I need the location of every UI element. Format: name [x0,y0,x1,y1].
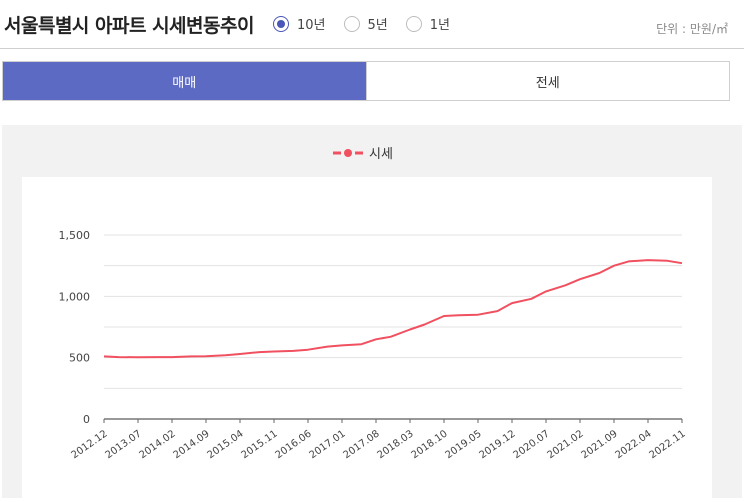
y-tick-label: 500 [69,352,90,365]
x-tick-label: 2021.09 [580,428,620,461]
x-tick-label: 2018.10 [410,428,450,461]
x-tick-label: 2014.09 [172,428,212,461]
page-title: 서울특별시 아파트 시세변동추이 [4,15,254,37]
period-option-label: 10년 [297,18,326,33]
tab-sale[interactable]: 매매 [3,62,366,100]
x-tick-label: 2016.06 [274,428,314,461]
y-axis-ticks: 0 500 1,000 1,500 [59,229,91,426]
x-tick-label: 2015.11 [240,428,280,461]
chart-area: 0 500 1,000 1,500 2012.12 2013.07 2014.02 2014… [22,177,712,498]
radio-unchecked-icon[interactable] [343,15,360,32]
radio-checked-icon[interactable] [273,15,289,32]
x-tick-label: 2022.04 [614,428,654,461]
x-tick-label: 2017.08 [342,428,382,461]
unit-label: 단위 : 만원/㎡ [656,22,728,36]
y-tick-label: 1,500 [59,229,91,242]
grid-lines [104,234,682,420]
x-tick-label: 2018.03 [376,428,416,461]
chart-legend[interactable]: 시세 [333,143,393,162]
x-axis-ticks: 2012.122013.072014.022014.092015.042015.… [70,419,688,461]
chart-panel: 0 500 1,000 1,500 2012.12 2013.07 2014.02 2014… [2,125,742,498]
price-trend-chart: 0 500 1,000 1,500 2012.122013.072014.022014… [59,229,688,461]
x-tick-label: 2017.01 [308,428,348,461]
period-option-5y[interactable]: 5년 [343,14,388,33]
period-option-10y[interactable]: 10년 [273,14,326,33]
x-tick-label: 2021.02 [546,428,586,461]
series-lines [103,259,683,359]
x-tick-label: 2012.12 [70,428,110,461]
series-line-시세 [103,259,683,359]
x-tick-label: 2015.04 [206,428,246,461]
period-option-1y[interactable]: 1년 [405,14,450,33]
tab-jeonse[interactable]: 전세 [365,62,730,100]
page-header: 서울특별시 아파트 시세변동추이 10년 5년 1년 단위 : 만원/㎡ [0,0,744,49]
period-option-label: 5년 [367,18,388,33]
trade-type-tabs: 매매 전세 [2,61,730,101]
period-radio-group: 10년 5년 1년 [273,14,468,33]
radio-unchecked-icon[interactable] [405,15,422,32]
y-tick-label: 0 [83,413,90,426]
x-tick-label: 2019.05 [444,428,484,461]
x-tick-label: 2013.07 [104,428,144,461]
x-tick-label: 2019.12 [478,428,518,461]
x-tick-label: 2014.02 [138,428,178,461]
x-tick-label: 2022.11 [648,428,688,461]
legend-line-icon [333,148,363,157]
period-option-label: 1년 [429,18,450,33]
y-tick-label: 1,000 [59,290,91,303]
legend-label: 시세 [369,147,393,162]
x-tick-label: 2020.07 [512,428,552,461]
